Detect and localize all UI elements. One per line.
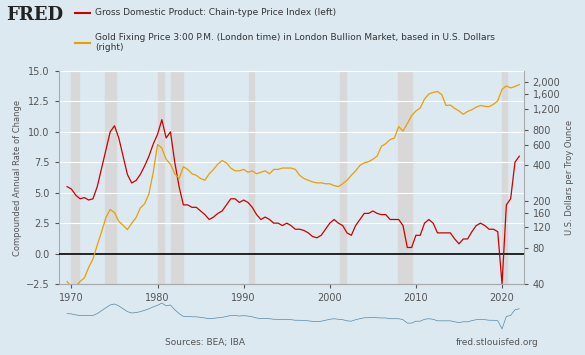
Text: fred.stlouisfed.org: fred.stlouisfed.org [456,338,538,347]
Bar [157,71,164,284]
Bar [340,71,346,284]
Bar [398,71,412,284]
Text: Gold Fixing Price 3:00 P.M. (London time) in London Bullion Market, based in U.S: Gold Fixing Price 3:00 P.M. (London time… [95,33,495,53]
Bar [502,71,507,284]
Bar [105,71,116,284]
Text: Sources: BEA; IBA: Sources: BEA; IBA [165,338,245,347]
Text: FRED: FRED [6,6,63,24]
Bar [71,71,79,284]
Text: Gross Domestic Product: Chain-type Price Index (left): Gross Domestic Product: Chain-type Price… [95,8,336,17]
Y-axis label: U.S. Dollars per Troy Ounce: U.S. Dollars per Troy Ounce [565,120,573,235]
Bar [249,71,254,284]
Y-axis label: Compounded Annual Rate of Change: Compounded Annual Rate of Change [13,99,22,256]
Bar [171,71,183,284]
